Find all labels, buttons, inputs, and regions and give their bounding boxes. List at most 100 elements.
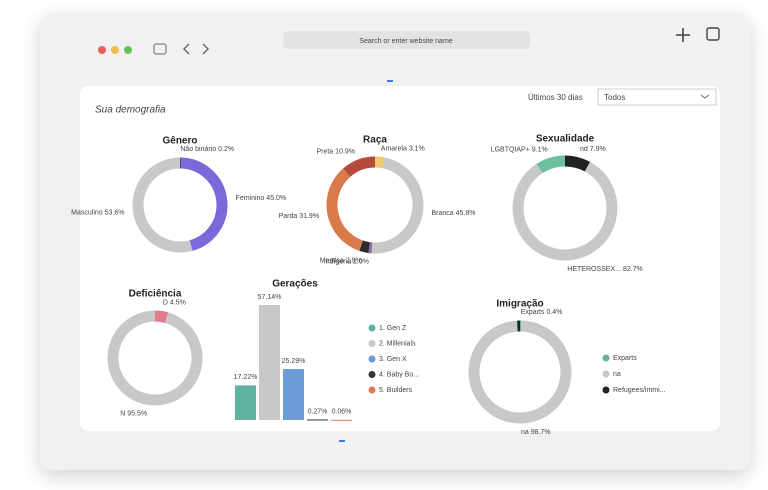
slice-category: Masculino bbox=[71, 209, 103, 216]
slice-value: 2.9% bbox=[346, 257, 362, 264]
legend-label: 5. Builders bbox=[379, 387, 413, 394]
slice-value: 45.8% bbox=[456, 210, 476, 217]
slice-label: Branca 45.8% bbox=[431, 210, 475, 217]
minimize-button[interactable] bbox=[111, 46, 119, 54]
bar bbox=[235, 385, 256, 420]
slice-label: Parda 31.9% bbox=[279, 213, 320, 220]
slice-value: 0.4% bbox=[546, 309, 562, 316]
legend-swatch bbox=[602, 370, 610, 378]
slice-category: Indígena bbox=[324, 259, 351, 266]
donut-slice bbox=[371, 157, 424, 254]
slice-category: Mestiça bbox=[320, 257, 344, 264]
legend-swatch bbox=[602, 354, 610, 362]
slice-label: nd 7.9% bbox=[580, 146, 606, 153]
slice-label: Não binário 0.2% bbox=[180, 146, 234, 153]
slice-category: Preta bbox=[316, 148, 333, 155]
slice-category: HETEROSSEX... bbox=[567, 266, 621, 273]
slice-value: 45.0% bbox=[266, 195, 286, 202]
chart-title: Deficiência bbox=[129, 289, 182, 300]
slice-value: 0.2% bbox=[218, 146, 234, 153]
chart-title: Raça bbox=[363, 135, 387, 146]
slice-category: na bbox=[521, 429, 529, 436]
slice-value: 7.9% bbox=[590, 146, 606, 153]
slice-value: 98.7% bbox=[531, 429, 551, 436]
zoom-button[interactable] bbox=[124, 46, 132, 54]
close-button[interactable] bbox=[98, 46, 106, 54]
filter-value: Todos bbox=[604, 93, 625, 102]
donut-slice bbox=[564, 155, 591, 172]
address-bar[interactable] bbox=[283, 31, 530, 49]
nav-buttons[interactable] bbox=[183, 43, 209, 55]
donut-slice bbox=[132, 157, 193, 253]
donut-slice bbox=[536, 155, 566, 174]
legend-swatch bbox=[368, 386, 376, 394]
donut-slice bbox=[180, 157, 228, 251]
slice-label: D 4.5% bbox=[163, 299, 186, 306]
donut-slice bbox=[374, 156, 385, 169]
legend-label: 1. Gen Z bbox=[379, 325, 407, 332]
slice-category: LGBTQIAP+ bbox=[491, 146, 530, 153]
slice-value: 10.9% bbox=[335, 148, 355, 155]
slice-label: Feminino 45.0% bbox=[236, 195, 287, 202]
legend-label: 3. Gen X bbox=[379, 356, 407, 363]
donut-slice bbox=[343, 156, 376, 177]
donut-slice bbox=[512, 161, 618, 261]
donut-slice bbox=[326, 168, 364, 251]
chart-title: Gênero bbox=[162, 136, 197, 147]
bar bbox=[331, 419, 352, 421]
filter-dropdown[interactable] bbox=[597, 88, 717, 106]
slice-category: Branca bbox=[431, 210, 453, 217]
bar bbox=[307, 419, 328, 421]
legend-label: na bbox=[613, 371, 621, 378]
dropdown-arrow bbox=[700, 94, 710, 99]
donut-slice bbox=[468, 320, 572, 424]
filter-label: Últimos 30 dias bbox=[528, 93, 583, 102]
bar-label: 17.22% bbox=[234, 374, 258, 381]
bar-label: 25.29% bbox=[282, 358, 306, 365]
chart-title: Imigração bbox=[496, 299, 543, 310]
indicator bbox=[339, 440, 345, 442]
sidebar-button[interactable] bbox=[153, 43, 167, 55]
slice-label: LGBTQIAP+ 9.1% bbox=[491, 146, 548, 153]
bar bbox=[283, 369, 304, 420]
legend-swatch bbox=[368, 324, 376, 332]
slice-label: N 95.5% bbox=[120, 410, 147, 417]
donut-slice bbox=[107, 310, 203, 406]
slice-label: HETEROSSEX... 82.7% bbox=[567, 266, 643, 273]
slice-value: 4.5% bbox=[170, 299, 186, 306]
slice-label: Amarela 3.1% bbox=[381, 145, 425, 152]
slice-category: D bbox=[163, 299, 168, 306]
donut-slice bbox=[154, 310, 169, 323]
slice-label: Mestiça 2.9% bbox=[320, 257, 362, 264]
slice-label: Indígena 1.0% bbox=[324, 259, 369, 266]
legend-swatch bbox=[368, 371, 376, 378]
legend-swatch bbox=[368, 340, 376, 347]
slice-category: Não binário bbox=[180, 146, 216, 153]
legend-label: Refugees/immi... bbox=[613, 387, 666, 394]
legend-swatch bbox=[368, 355, 376, 363]
bar-label: 0.27% bbox=[308, 408, 328, 415]
slice-value: 31.9% bbox=[299, 213, 319, 220]
chart-title: Gerações bbox=[272, 279, 318, 290]
slice-value: 95.5% bbox=[127, 410, 147, 417]
slice-value: 53.6% bbox=[105, 209, 125, 216]
slice-label: Masculino 53.6% bbox=[71, 209, 124, 216]
legend-label: Exparts bbox=[613, 355, 637, 362]
bar-label: 0.06% bbox=[332, 409, 352, 416]
slice-category: Exparts bbox=[521, 309, 545, 316]
address-placeholder: Search or enter website name bbox=[359, 38, 452, 45]
bar-label: 57.14% bbox=[258, 294, 282, 301]
slice-category: nd bbox=[580, 146, 588, 153]
slice-category: Parda bbox=[279, 213, 298, 220]
slice-value: 3.1% bbox=[409, 145, 425, 152]
slice-category: N bbox=[120, 410, 125, 417]
slice-label: Exparts 0.4% bbox=[521, 309, 563, 316]
slice-value: 82.7% bbox=[623, 266, 643, 273]
slice-category: Amarela bbox=[381, 145, 407, 152]
slice-value: 9.1% bbox=[532, 146, 548, 153]
tabs-button[interactable] bbox=[706, 27, 720, 41]
slice-label: Preta 10.9% bbox=[316, 148, 355, 155]
new-tab-button[interactable] bbox=[676, 28, 690, 42]
slice-category: Feminino bbox=[236, 195, 265, 202]
